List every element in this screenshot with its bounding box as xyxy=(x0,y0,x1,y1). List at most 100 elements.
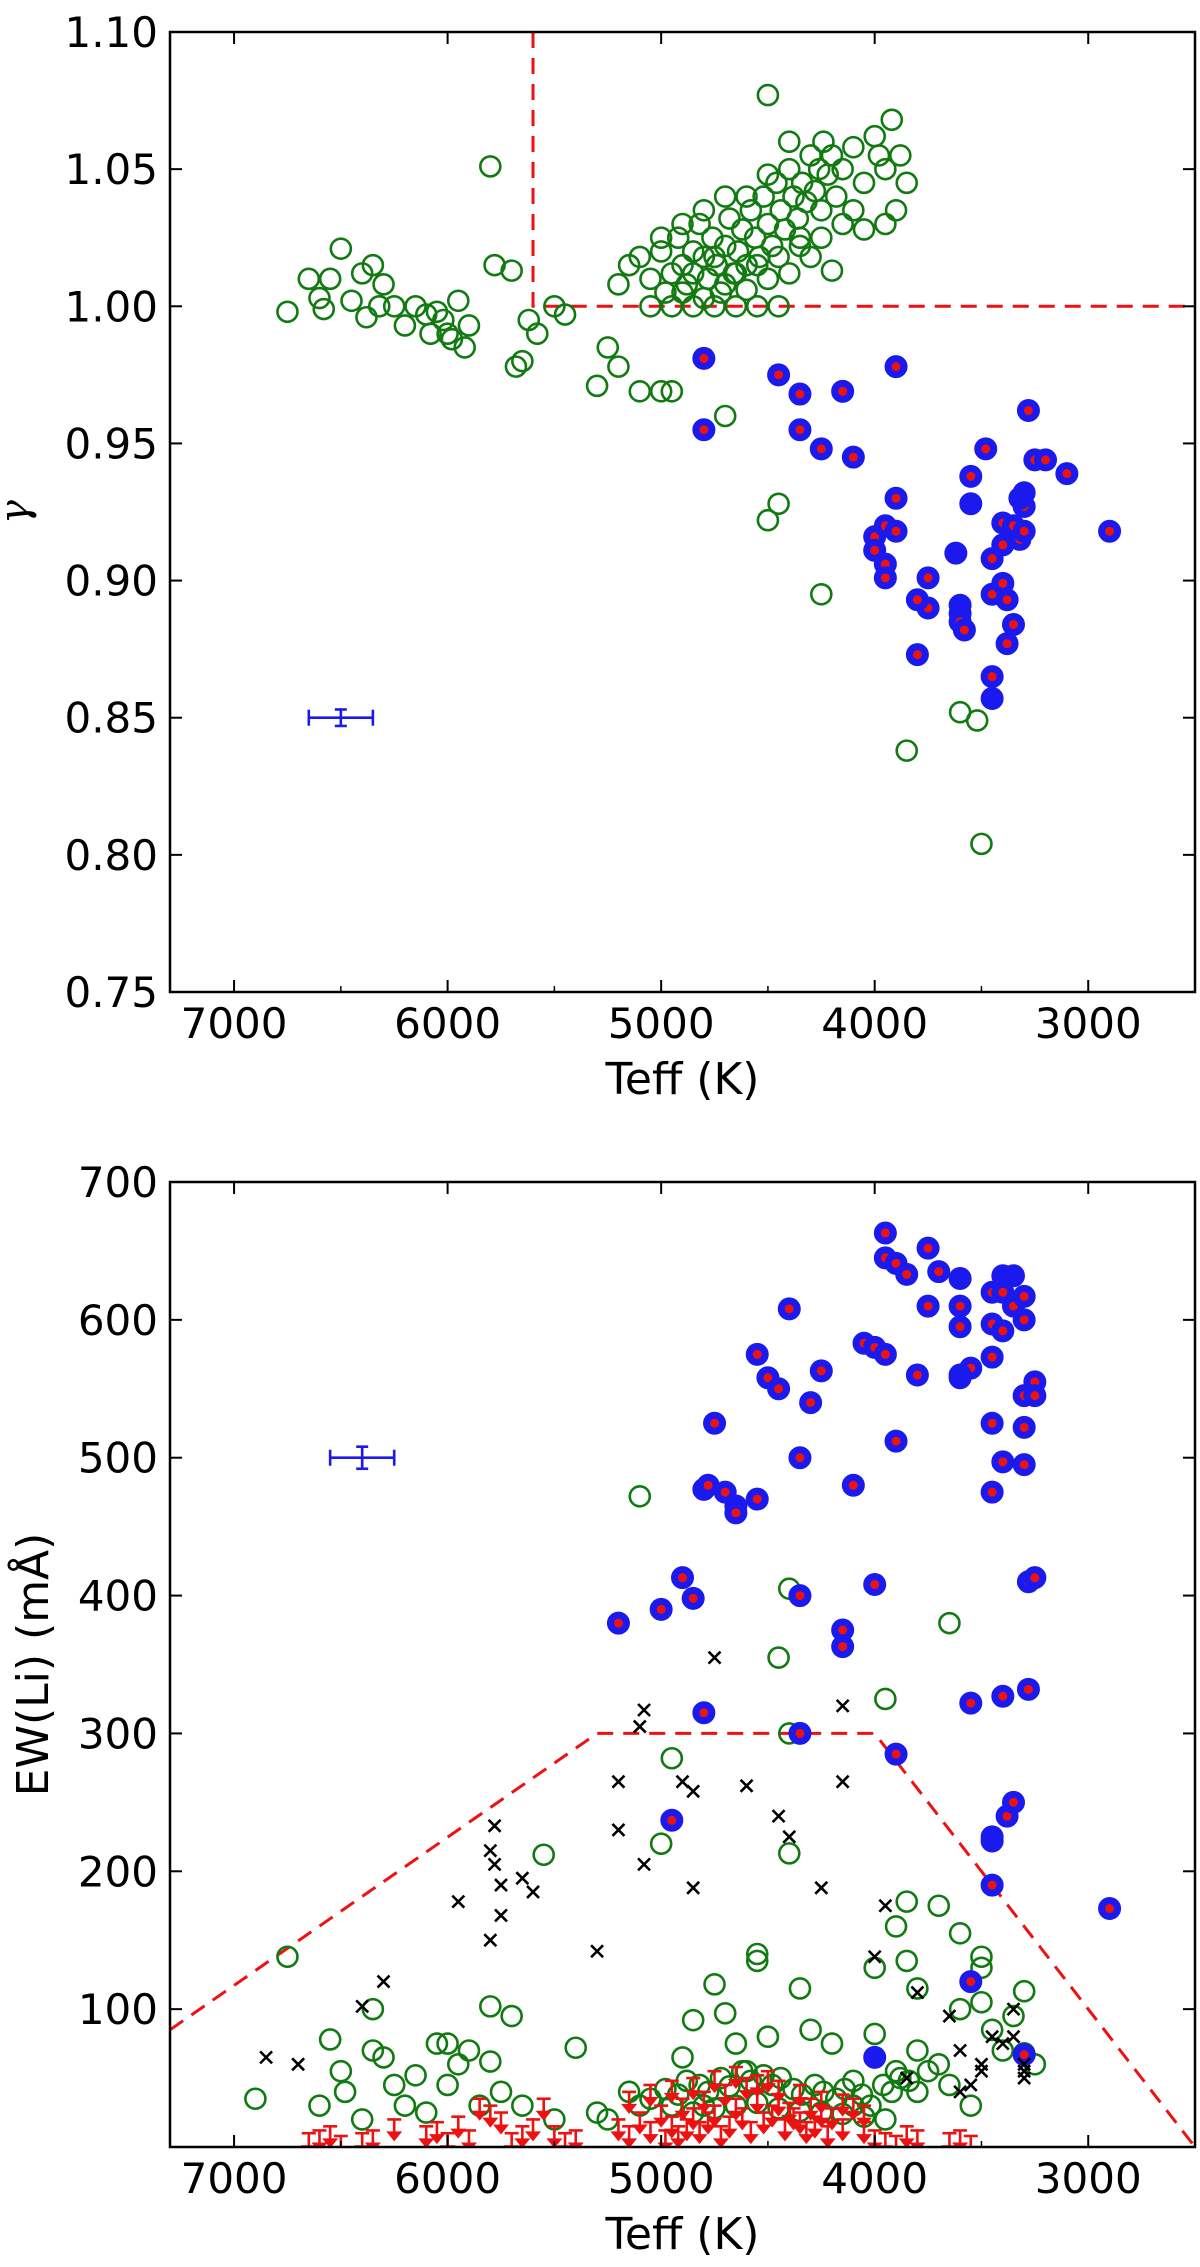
open-green-circle-point xyxy=(852,218,876,241)
red-dot-marker xyxy=(998,1326,1008,1336)
limit-arrowhead xyxy=(482,2117,499,2128)
open-green-circle-point xyxy=(788,234,812,258)
red-dot-marker xyxy=(902,1269,912,1279)
red-dot-marker xyxy=(870,545,880,555)
blue-red-dot-point xyxy=(1012,519,1036,543)
limit-arrowhead xyxy=(386,2131,403,2142)
blue-red-dot-point xyxy=(884,519,908,543)
red-dot-marker xyxy=(763,1373,773,1383)
open-green-circle-point xyxy=(948,1997,972,2021)
open-green-circle-point xyxy=(500,259,523,282)
open-green-circle-point xyxy=(767,245,790,269)
open-green-circle-point xyxy=(703,245,726,269)
blue-red-dot-point xyxy=(841,445,865,469)
blue-red-dot-point xyxy=(681,1586,705,1610)
limit-arrowhead xyxy=(898,2138,915,2147)
limit-arrowhead xyxy=(514,2138,531,2147)
red-dot-marker xyxy=(838,1642,848,1652)
open-green-circle-point xyxy=(639,267,662,291)
black-cross-point xyxy=(867,1949,882,1964)
blue-red-dot-point xyxy=(995,588,1019,612)
open-green-circle-point xyxy=(820,144,844,167)
open-green-circle-point xyxy=(777,130,801,154)
open-green-circle-point xyxy=(767,1646,790,1669)
blue-red-dot-point xyxy=(927,1260,951,1284)
blue-red-dot-point xyxy=(1016,399,1040,423)
black-cross-point xyxy=(590,1944,605,1959)
open-green-circle-point xyxy=(938,2073,961,2097)
open-green-circle-point xyxy=(884,198,908,222)
open-green-circle-point xyxy=(777,262,801,285)
open-green-circle-point xyxy=(948,1922,972,1945)
black-cross-point xyxy=(637,1703,651,1717)
red-upper-limit-point xyxy=(428,2120,445,2145)
red-dot-marker xyxy=(912,1370,922,1380)
open-green-circle-point xyxy=(831,157,854,181)
open-green-circle-point xyxy=(367,294,391,318)
red-dot-marker xyxy=(816,1366,826,1376)
open-green-circle-point xyxy=(628,1485,652,1508)
sample-error-bar xyxy=(328,1445,396,1471)
red-dot-marker xyxy=(891,526,901,536)
red-upper-limit-point xyxy=(706,2104,723,2128)
red-upper-limit-point xyxy=(621,2090,638,2114)
panel-ew-li: 7000 6000 5000 4000 3000 100 200 300 400 500 600 70… xyxy=(6,1158,1197,2260)
blue-red-dot-point xyxy=(948,1294,972,1318)
black-cross-point xyxy=(451,1894,466,1909)
open-green-circle-point xyxy=(745,1942,769,1966)
blue-red-dot-point xyxy=(831,1618,855,1642)
black-cross-point xyxy=(483,1933,498,1948)
open-green-circle-point xyxy=(628,245,652,269)
y-tick-label: 200 xyxy=(78,1847,158,1896)
red-upper-limit-point xyxy=(663,2079,680,2103)
black-cross-point xyxy=(637,1857,651,1872)
open-green-circle-point xyxy=(479,155,502,178)
red-dot-marker xyxy=(987,589,997,599)
open-green-circle-point xyxy=(895,739,919,762)
red-dot-marker xyxy=(848,452,858,462)
red-dot-marker xyxy=(1002,1811,1012,1821)
open-green-circle-point xyxy=(671,281,694,304)
open-green-circle-point xyxy=(756,163,780,186)
open-green-circle-point xyxy=(745,253,769,277)
open-green-circle-point xyxy=(425,2032,449,2055)
blue-solid-point xyxy=(948,1363,972,1387)
open-green-circle-point xyxy=(777,1842,801,1865)
limit-arrowhead xyxy=(834,2106,851,2117)
open-green-circle-point xyxy=(767,492,790,516)
red-dot-marker xyxy=(966,1698,976,1708)
black-cross-point xyxy=(355,1999,370,2014)
black-cross-point xyxy=(675,1774,690,1789)
red-dot-marker xyxy=(891,1436,901,1446)
red-dot-marker xyxy=(667,1815,677,1825)
open-green-circle-point xyxy=(500,2004,523,2028)
open-green-circle-point xyxy=(649,380,673,403)
y-tick-label: 700 xyxy=(78,1158,158,1207)
open-green-circle-point xyxy=(906,2080,929,2104)
blue-red-dot-point xyxy=(959,1970,983,1994)
blue-red-dot-point xyxy=(905,588,929,612)
red-upper-limit-point xyxy=(418,2125,435,2147)
blue-red-dot-point xyxy=(884,1429,908,1453)
axes-frame xyxy=(168,30,1197,994)
plot-area xyxy=(170,1221,1195,2147)
open-green-circle-point xyxy=(724,294,748,318)
red-dot-marker xyxy=(1002,639,1012,649)
blue-red-dot-point xyxy=(991,1319,1015,1343)
open-green-circle-point xyxy=(688,212,711,236)
blue-red-dot-point xyxy=(873,1221,897,1245)
x-tick-label: 5000 xyxy=(608,2154,715,2203)
blue-red-dot-point xyxy=(777,1297,801,1321)
red-dot-marker xyxy=(923,1243,933,1253)
black-cross-point xyxy=(814,1880,829,1895)
blue-red-dot-point xyxy=(1012,1284,1036,1308)
limit-arrowhead xyxy=(764,2117,781,2128)
black-cross-point xyxy=(707,1650,722,1665)
limit-arrowhead xyxy=(471,2110,488,2121)
boundary-dashed-line xyxy=(531,32,1195,308)
blue-red-dot-point xyxy=(959,464,983,488)
limit-arrowhead xyxy=(834,2131,851,2142)
limit-arrowhead xyxy=(727,2079,744,2090)
blue-red-dot-point xyxy=(696,1473,720,1497)
